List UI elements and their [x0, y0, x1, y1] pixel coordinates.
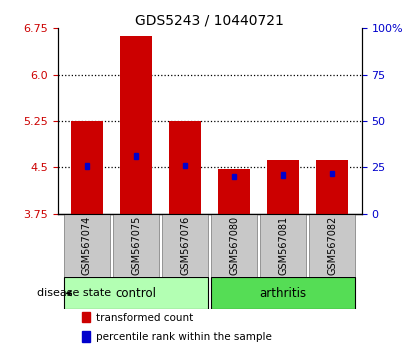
FancyBboxPatch shape [113, 214, 159, 278]
FancyBboxPatch shape [162, 214, 208, 278]
Text: percentile rank within the sample: percentile rank within the sample [95, 332, 271, 342]
Text: GSM567082: GSM567082 [327, 216, 337, 275]
Bar [183, 163, 187, 168]
Text: control: control [115, 287, 157, 300]
FancyBboxPatch shape [64, 214, 110, 278]
Bar [85, 163, 89, 169]
Bar [232, 174, 236, 179]
Bar [82, 331, 90, 342]
Text: GSM567080: GSM567080 [229, 216, 239, 275]
Text: GSM567076: GSM567076 [180, 216, 190, 275]
Title: GDS5243 / 10440721: GDS5243 / 10440721 [135, 13, 284, 27]
Text: transformed count: transformed count [95, 313, 193, 322]
Text: GSM567081: GSM567081 [278, 216, 288, 275]
Bar [71, 121, 103, 214]
FancyBboxPatch shape [211, 278, 355, 309]
Text: disease state: disease state [37, 289, 111, 298]
FancyBboxPatch shape [260, 214, 306, 278]
FancyBboxPatch shape [64, 278, 208, 309]
Bar [281, 172, 285, 178]
FancyBboxPatch shape [309, 214, 355, 278]
Bar [218, 169, 250, 214]
Bar [330, 171, 335, 176]
FancyBboxPatch shape [211, 214, 257, 278]
Text: GSM567075: GSM567075 [131, 216, 141, 275]
Bar [169, 121, 201, 214]
Bar [134, 153, 138, 159]
Text: arthritis: arthritis [260, 287, 307, 300]
Bar [120, 36, 152, 214]
Bar [316, 160, 348, 214]
Bar [82, 312, 90, 322]
Text: GSM567074: GSM567074 [82, 216, 92, 275]
Bar [267, 160, 299, 214]
